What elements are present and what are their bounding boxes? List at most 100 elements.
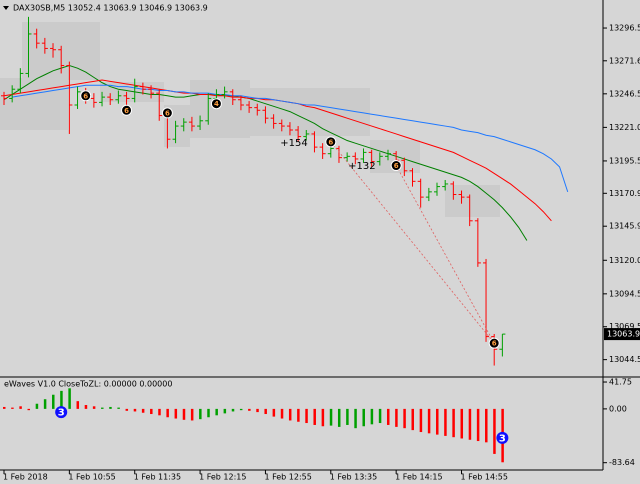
- histogram-bar: [76, 401, 80, 409]
- histogram-bar: [84, 405, 88, 409]
- x-tick-label: 1 Feb 14:55: [461, 473, 508, 482]
- histogram-bar: [158, 408, 161, 416]
- y-tick-label: 13296.5: [609, 24, 640, 33]
- wave-marker: [80, 90, 92, 102]
- histogram-bar: [19, 406, 22, 409]
- histogram-bar: [272, 408, 276, 417]
- session-boxes: [0, 22, 500, 217]
- x-tick-label: 1 Feb 14:15: [395, 473, 442, 482]
- y-tick-label: 13221.0: [609, 123, 640, 132]
- y-tick-label: 13246.5: [609, 89, 640, 98]
- y-tick-label: -83.64: [609, 458, 635, 467]
- histogram-bar: [60, 390, 63, 409]
- histogram-bar: [166, 408, 169, 418]
- histogram-bar: [460, 408, 464, 439]
- wave-marker-label: 6: [165, 109, 170, 117]
- histogram-bar: [223, 408, 227, 414]
- histogram-bar: [280, 408, 284, 419]
- histogram-bar: [133, 408, 137, 412]
- last-price-box: [604, 328, 640, 341]
- histogram-bar: [92, 406, 96, 409]
- histogram-bar: [370, 408, 374, 425]
- histogram-bar: [43, 399, 47, 409]
- chart-title: DAX30SB,M5 13052.4 13063.9 13046.9 13063…: [13, 4, 208, 13]
- histogram-bar: [386, 408, 390, 425]
- session-box: [445, 185, 500, 217]
- menu-arrow[interactable]: [3, 6, 9, 10]
- histogram-bar: [125, 408, 129, 411]
- wave-marker: [488, 337, 500, 349]
- y-tick-label: 13170.9: [609, 189, 640, 198]
- histogram-bar: [354, 408, 357, 429]
- histogram-bar: [313, 408, 316, 425]
- wave-marker: [390, 160, 402, 172]
- histogram-bar: [444, 408, 447, 436]
- y-tick-label: 13094.5: [609, 289, 640, 298]
- wave-marker-label: 6: [83, 92, 88, 100]
- y-tick-label: 13271.6: [609, 56, 640, 65]
- last-price-label: 13063.9: [607, 330, 640, 339]
- histogram-bar: [3, 406, 6, 409]
- histogram-bar: [264, 408, 267, 415]
- y-tick-label: 13195.5: [609, 156, 640, 165]
- histogram-bar: [52, 394, 55, 409]
- histogram-bar: [419, 408, 423, 433]
- x-tick-label: 1 Feb 12:15: [199, 473, 246, 482]
- y-tick-label: 0.00: [609, 404, 627, 413]
- histogram-bar: [27, 408, 31, 411]
- histogram-bar: [411, 408, 414, 431]
- x-tick-label: 1 Feb 10:55: [68, 473, 115, 482]
- histogram-bar: [329, 408, 333, 426]
- histogram-bar: [190, 408, 194, 421]
- histogram-bar: [117, 407, 120, 409]
- session-box: [250, 88, 370, 136]
- histogram-bar: [231, 408, 235, 412]
- x-tick-label: 1 Feb 2018: [3, 473, 48, 482]
- histogram-bar: [207, 408, 210, 418]
- histogram-bar: [239, 408, 243, 411]
- histogram-bar: [297, 408, 300, 422]
- y-tick-label: 41.75: [609, 378, 632, 387]
- signal-marker: [496, 431, 509, 444]
- wave-marker-label: 6: [492, 340, 497, 348]
- y-tick-label: 13120.0: [609, 256, 640, 265]
- moving-average: [3, 65, 528, 241]
- session-box: [0, 78, 68, 130]
- annotation: +132: [348, 161, 375, 172]
- histogram-bar: [109, 406, 112, 409]
- wave-marker-label: 6: [124, 107, 129, 115]
- wave-marker-label: 6: [328, 138, 333, 146]
- wave-marker: [121, 104, 133, 116]
- y-tick-label: 13044.5: [609, 355, 640, 364]
- histogram-bar: [403, 408, 406, 429]
- annotation: +154: [280, 138, 307, 149]
- histogram-bar: [476, 408, 480, 442]
- histogram-bar: [174, 408, 178, 419]
- histogram-bar: [199, 408, 202, 420]
- histogram-bar: [395, 408, 398, 427]
- histogram-bar: [427, 408, 431, 434]
- histogram-bar: [362, 408, 365, 427]
- histogram-bar: [436, 408, 439, 435]
- histogram-bar: [248, 408, 251, 411]
- histogram-bar: [468, 408, 472, 440]
- fib-line: [330, 141, 495, 344]
- wave-marker: [161, 107, 173, 119]
- histogram-bar: [288, 408, 292, 421]
- x-tick-label: 1 Feb 11:35: [134, 473, 181, 482]
- histogram-bar: [305, 408, 308, 424]
- signal-marker: [55, 406, 68, 419]
- fib-line: [395, 165, 495, 344]
- wave-marker-label: 4: [214, 100, 219, 108]
- histogram-bar: [68, 388, 71, 409]
- histogram-bar: [493, 408, 496, 454]
- y-tick-label: 13145.9: [609, 222, 640, 231]
- histogram-bar: [101, 407, 104, 409]
- x-tick-label: 1 Feb 12:55: [264, 473, 311, 482]
- histogram-bar: [452, 408, 455, 438]
- y-tick-label: 13069.5: [609, 322, 640, 331]
- histogram-bar: [337, 408, 341, 427]
- signal-marker-label: 3: [58, 408, 65, 419]
- x-tick-label: 1 Feb 13:35: [330, 473, 377, 482]
